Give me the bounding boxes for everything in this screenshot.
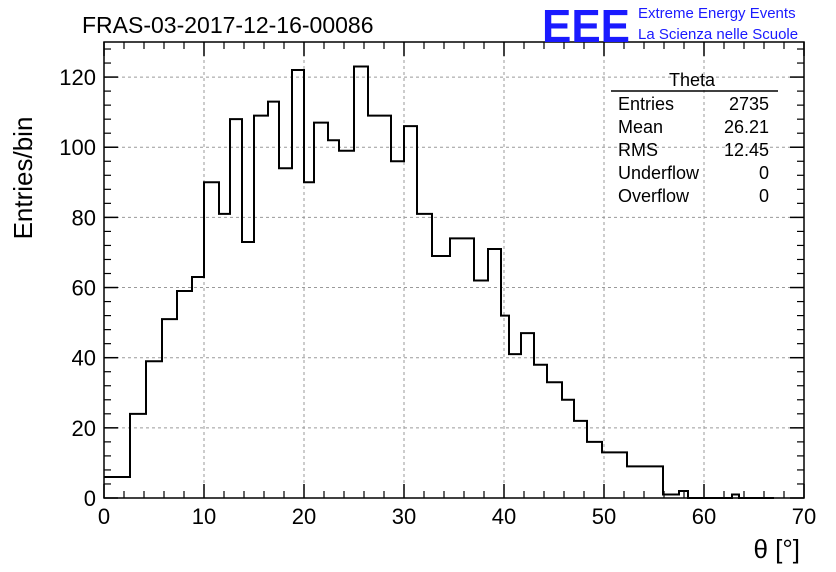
x-tick-label: 50 (592, 504, 616, 529)
plot-title: FRAS-03-2017-12-16-00086 (82, 12, 374, 38)
x-tick-label: 20 (292, 504, 316, 529)
stats-label: Mean (618, 117, 663, 137)
histogram-step-line (104, 65, 774, 499)
stats-value: 0 (759, 186, 769, 206)
stats-label: Underflow (618, 163, 700, 183)
stats-title: Theta (669, 70, 716, 90)
x-tick-label: 0 (98, 504, 110, 529)
stats-value: 12.45 (724, 140, 769, 160)
tick-labels: 0 10 20 30 40 50 60 70 0 20 40 60 80 100 120 (59, 65, 816, 529)
stats-label: Entries (618, 94, 674, 114)
y-tick-label: 120 (59, 65, 96, 90)
axis-ticks (103, 42, 805, 499)
y-tick-label: 40 (72, 346, 96, 371)
y-axis-title: Entries/bin (8, 117, 38, 240)
y-tick-label: 80 (72, 205, 96, 230)
x-axis-title: θ [°] (753, 534, 800, 564)
grid-lines (104, 42, 804, 498)
logo-line2: La Scienza nelle Scuole (638, 26, 798, 43)
x-tick-label: 60 (692, 504, 716, 529)
y-tick-label: 0 (84, 486, 96, 511)
eee-logo: EEE Extreme Energy Events La Scienza nel… (542, 0, 798, 52)
stats-label: Overflow (618, 186, 690, 206)
x-tick-label: 70 (792, 504, 816, 529)
stats-value: 26.21 (724, 117, 769, 137)
x-tick-label: 10 (192, 504, 216, 529)
x-tick-label: 40 (492, 504, 516, 529)
y-tick-label: 60 (72, 276, 96, 301)
stats-label: RMS (618, 140, 658, 160)
stats-value: 2735 (729, 94, 769, 114)
stats-rows: Entries 2735 Mean 26.21 RMS 12.45 Underflow 0 Ov… (618, 94, 769, 206)
logo-line1: Extreme Energy Events (638, 5, 796, 22)
logo-mark: EEE (542, 0, 630, 52)
plot-frame (103, 41, 805, 499)
stats-value: 0 (759, 163, 769, 183)
y-tick-label: 20 (72, 416, 96, 441)
stats-box: Theta Entries 2735 Mean 26.21 RMS 12.45 Underf… (611, 70, 778, 206)
y-tick-label: 100 (59, 135, 96, 160)
x-tick-label: 30 (392, 504, 416, 529)
